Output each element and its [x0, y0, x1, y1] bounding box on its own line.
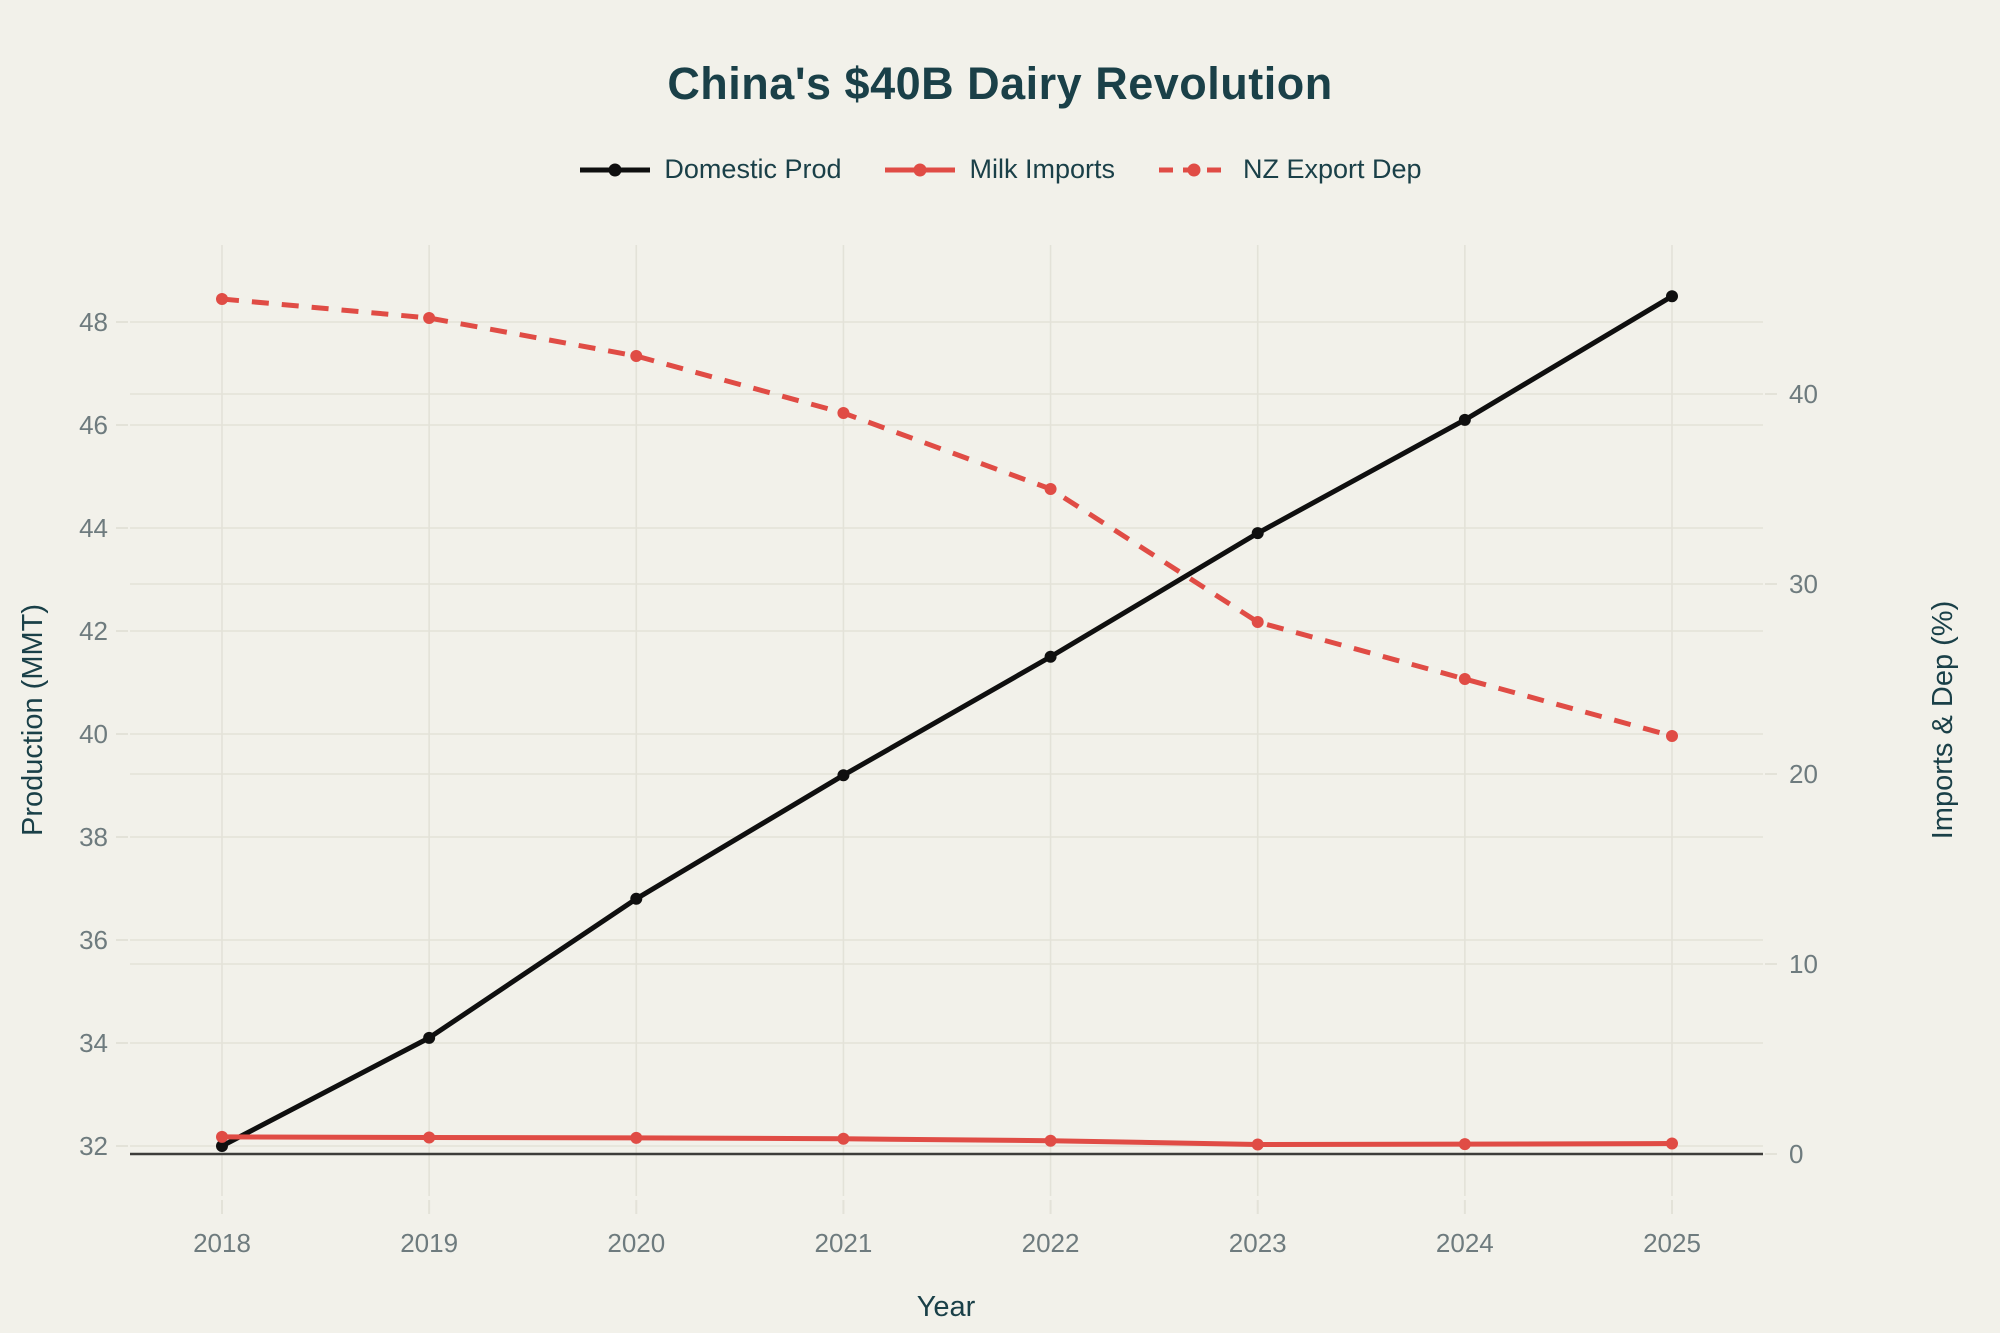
- right-tick-label: 40: [1789, 379, 1818, 409]
- left-tick-label: 36: [79, 925, 108, 955]
- legend-marker-sample: [608, 163, 622, 176]
- left-tick-label: 44: [79, 513, 108, 543]
- series-lines: [216, 290, 1678, 1152]
- legend-marker-sample: [913, 163, 927, 176]
- x-tick-label: 2020: [607, 1228, 665, 1258]
- legend-item-domestic-prod[interactable]: Domestic Prod: [578, 154, 841, 185]
- legend-item-nz-export-dep[interactable]: NZ Export Dep: [1157, 154, 1422, 185]
- left-tick-label: 40: [79, 719, 108, 749]
- series-line-nz-export-dep: [221, 296, 1673, 739]
- axis-ticks-and-labels: 2018 2019 2020 2021 2022 2023 2024 2025 32 34 36 38…: [79, 307, 1818, 1258]
- left-tick-label: 42: [79, 616, 108, 646]
- data-point-nz-export-dep: [216, 293, 228, 305]
- x-tick-label: 2024: [1436, 1228, 1494, 1258]
- left-tick-label: 32: [79, 1131, 108, 1161]
- right-tick-label: 0: [1789, 1139, 1803, 1169]
- legend-label-milk-imports: Milk Imports: [969, 154, 1115, 184]
- series-nz-export-dep: [216, 293, 1678, 742]
- data-point-milk-imports: [837, 1132, 850, 1145]
- data-point-nz-export-dep: [630, 350, 643, 362]
- x-tick-label: 2018: [193, 1228, 251, 1258]
- right-tick-label: 30: [1789, 569, 1818, 599]
- data-point-milk-imports: [423, 1131, 436, 1144]
- left-tick-label: 48: [79, 307, 108, 337]
- chart-title: China's $40B Dairy Revolution: [667, 58, 1333, 109]
- data-point-nz-export-dep: [1666, 730, 1678, 742]
- data-point-nz-export-dep: [837, 407, 850, 419]
- legend-label-nz-export-dep: NZ Export Dep: [1243, 154, 1422, 184]
- data-point-milk-imports: [630, 1131, 643, 1144]
- data-point-domestic-prod: [1044, 650, 1057, 663]
- data-point-domestic-prod: [423, 1031, 436, 1044]
- legend-marker-sample: [1187, 163, 1201, 176]
- left-tick-label: 46: [79, 410, 108, 440]
- legend-swatch-milk-imports: [885, 163, 956, 176]
- left-axis-title: Production (MMT): [17, 604, 49, 836]
- data-point-nz-export-dep: [1251, 616, 1264, 628]
- series-line-milk-imports: [221, 1134, 1673, 1147]
- x-tick-label: 2022: [1022, 1228, 1080, 1258]
- data-point-domestic-prod: [837, 769, 850, 782]
- data-point-nz-export-dep: [1458, 673, 1471, 685]
- data-point-domestic-prod: [216, 1140, 228, 1152]
- x-tick-label: 2021: [815, 1228, 873, 1258]
- right-tick-label: 20: [1789, 759, 1818, 789]
- right-axis-title: Imports & Dep (%): [1927, 601, 1959, 840]
- x-tick-label: 2023: [1229, 1228, 1287, 1258]
- series-domestic-prod: [216, 290, 1678, 1152]
- data-point-nz-export-dep: [1044, 483, 1057, 495]
- data-point-milk-imports: [1458, 1138, 1471, 1151]
- data-point-domestic-prod: [1251, 527, 1264, 540]
- legend-label-domestic-prod: Domestic Prod: [664, 154, 842, 184]
- legend-swatch-nz-export-dep: [1159, 163, 1229, 176]
- data-point-milk-imports: [1044, 1134, 1057, 1147]
- series-line-domestic-prod: [220, 294, 1674, 1149]
- right-tick-label: 10: [1789, 949, 1818, 979]
- data-point-domestic-prod: [1666, 290, 1678, 303]
- data-point-milk-imports: [216, 1130, 228, 1143]
- legend-item-milk-imports[interactable]: Milk Imports: [883, 154, 1115, 185]
- data-point-milk-imports: [1251, 1138, 1264, 1151]
- legend: Domestic Prod Milk Imports NZ Export Dep: [0, 154, 2000, 185]
- x-tick-label: 2025: [1643, 1228, 1701, 1258]
- data-point-nz-export-dep: [423, 312, 436, 324]
- legend-swatch-domestic-prod: [580, 163, 651, 176]
- data-point-domestic-prod: [1458, 413, 1471, 426]
- x-axis-title: Year: [917, 1291, 976, 1323]
- x-tick-label: 2019: [400, 1228, 458, 1258]
- left-tick-label: 34: [79, 1028, 108, 1058]
- data-point-milk-imports: [1666, 1137, 1678, 1150]
- series-milk-imports: [216, 1130, 1678, 1151]
- data-point-domestic-prod: [630, 892, 643, 905]
- left-tick-label: 38: [79, 822, 108, 852]
